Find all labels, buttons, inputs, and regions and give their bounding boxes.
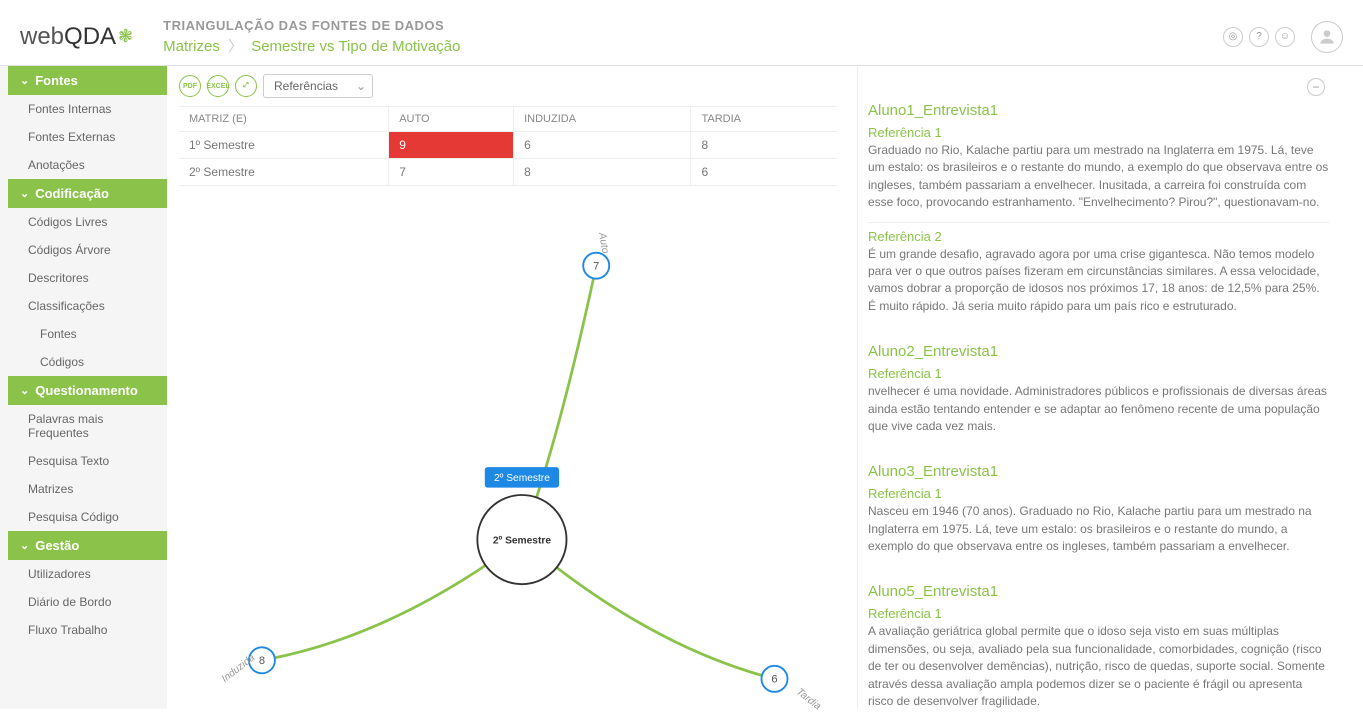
reference-text: nvelhecer é uma novidade. Administradore… <box>868 383 1329 445</box>
breadcrumb-root[interactable]: Matrizes <box>163 38 220 55</box>
sidebar-item[interactable]: Códigos <box>8 348 167 376</box>
breadcrumb: Matrizes 〉 Semestre vs Tipo de Motivação <box>163 35 460 56</box>
table-cell[interactable]: 6 <box>691 159 837 186</box>
reference-label[interactable]: Referência 1 <box>868 125 1329 140</box>
header-actions: ◎ ? ☺ <box>1223 21 1343 53</box>
table-cell[interactable]: 1º Semestre <box>179 132 389 159</box>
sidebar-item[interactable]: Fontes <box>8 320 167 348</box>
reference-label[interactable]: Referência 1 <box>868 366 1329 381</box>
network-graph[interactable]: 2º Semestre 2º Semestre 7 Auto 8 Induzid… <box>179 196 837 716</box>
sidebar-item[interactable]: Pesquisa Código <box>8 503 167 531</box>
references-dropdown[interactable]: Referências <box>263 74 373 98</box>
reference-label[interactable]: Referência 1 <box>868 486 1329 501</box>
sidebar-item[interactable]: Fontes Externas <box>8 123 167 151</box>
page-title: TRIANGULAÇÃO DAS FONTES DE DADOS <box>163 18 460 33</box>
sidebar-item[interactable]: Códigos Árvore <box>8 236 167 264</box>
reference-text: É um grande desafio, agravado agora por … <box>868 246 1329 326</box>
table-header: AUTO <box>389 107 514 132</box>
breadcrumb-leaf[interactable]: Semestre vs Tipo de Motivação <box>251 38 460 55</box>
table-cell[interactable]: 8 <box>691 132 837 159</box>
nav-section-gestao[interactable]: Gestão <box>8 531 167 560</box>
settings-icon[interactable]: ◎ <box>1223 27 1243 47</box>
table-cell[interactable]: 2º Semestre <box>179 159 389 186</box>
nav-section-codificacao[interactable]: Codificação <box>8 179 167 208</box>
reference-label[interactable]: Referência 1 <box>868 606 1329 621</box>
reference-label[interactable]: Referência 2 <box>868 229 1329 244</box>
reference-source-title[interactable]: Aluno5_Entrevista1 <box>868 583 1329 600</box>
reference-source-title[interactable]: Aluno1_Entrevista1 <box>868 102 1329 119</box>
graph-tooltip-text: 2º Semestre <box>494 473 550 484</box>
table-row[interactable]: 1º Semestre968 <box>179 132 837 159</box>
reference-source-title[interactable]: Aluno2_Entrevista1 <box>868 343 1329 360</box>
graph-node-value: 6 <box>771 674 777 686</box>
graph-node-value: 8 <box>259 655 265 667</box>
graph-node-label: Auto <box>596 231 611 255</box>
table-cell[interactable]: 6 <box>514 132 691 159</box>
table-cell[interactable]: 9 <box>389 132 514 159</box>
sidebar-item[interactable]: Palavras mais Frequentes <box>8 405 167 447</box>
avatar[interactable] <box>1311 21 1343 53</box>
sidebar-item[interactable]: Fontes Internas <box>8 95 167 123</box>
chevron-right-icon: 〉 <box>228 38 243 55</box>
reference-text: Nasceu em 1946 (70 anos). Graduado no Ri… <box>868 503 1329 565</box>
reference-entry: Aluno1_Entrevista1 Referência 1 Graduado n… <box>868 102 1329 325</box>
sidebar-item[interactable]: Fluxo Trabalho <box>8 616 167 644</box>
user-icon[interactable]: ☺ <box>1275 27 1295 47</box>
export-pdf-button[interactable]: PDF <box>179 75 201 97</box>
reference-entry: Aluno5_Entrevista1 Referência 1 A avaliaçã… <box>868 583 1329 709</box>
sidebar-item[interactable]: Pesquisa Texto <box>8 447 167 475</box>
references-panel: − Aluno1_Entrevista1 Referência 1 Graduado… <box>857 66 1347 709</box>
header-titles: TRIANGULAÇÃO DAS FONTES DE DADOS Matrize… <box>163 18 460 56</box>
sidebar-item[interactable]: Diário de Bordo <box>8 588 167 616</box>
sidebar-item[interactable]: Matrizes <box>8 475 167 503</box>
nav-section-fontes[interactable]: Fontes <box>8 66 167 95</box>
export-excel-button[interactable]: EXCEL <box>207 75 229 97</box>
table-cell[interactable]: 8 <box>514 159 691 186</box>
app-header: webQDA❃ TRIANGULAÇÃO DAS FONTES DE DADOS… <box>0 0 1363 66</box>
reference-entry: Aluno3_Entrevista1 Referência 1 Nasceu em … <box>868 463 1329 565</box>
table-header: MATRIZ (E) <box>179 107 389 132</box>
reference-source-title[interactable]: Aluno3_Entrevista1 <box>868 463 1329 480</box>
reference-text: A avaliação geriátrica global permite qu… <box>868 623 1329 709</box>
reference-entry: Aluno2_Entrevista1 Referência 1 nvelhecer … <box>868 343 1329 445</box>
sidebar-item[interactable]: Descritores <box>8 264 167 292</box>
main-content: PDF EXCEL ⤢ Referências MATRIZ (E)AUTOIN… <box>167 66 857 709</box>
expand-button[interactable]: ⤢ <box>235 75 257 97</box>
reference-text: Graduado no Rio, Kalache partiu para um … <box>868 142 1329 223</box>
sidebar-item[interactable]: Códigos Livres <box>8 208 167 236</box>
table-header: INDUZIDA <box>514 107 691 132</box>
table-row[interactable]: 2º Semestre786 <box>179 159 837 186</box>
graph-node-value: 7 <box>593 260 599 272</box>
graph-center-label: 2º Semestre <box>493 535 552 546</box>
matrix-table: MATRIZ (E)AUTOINDUZIDATARDIA 1º Semestre… <box>179 106 837 186</box>
help-icon[interactable]: ? <box>1249 27 1269 47</box>
table-header: TARDIA <box>691 107 837 132</box>
sidebar-item[interactable]: Utilizadores <box>8 560 167 588</box>
sidebar-item[interactable]: Classificações <box>8 292 167 320</box>
sidebar-item[interactable]: Anotações <box>8 151 167 179</box>
collapse-panel-icon[interactable]: − <box>1307 78 1325 96</box>
leaf-icon: ❃ <box>118 26 133 47</box>
nav-section-questionamento[interactable]: Questionamento <box>8 376 167 405</box>
sidebar: Fontes Fontes InternasFontes ExternasAno… <box>0 66 167 709</box>
table-cell[interactable]: 7 <box>389 159 514 186</box>
toolbar: PDF EXCEL ⤢ Referências <box>179 74 837 98</box>
logo[interactable]: webQDA❃ <box>20 23 133 51</box>
